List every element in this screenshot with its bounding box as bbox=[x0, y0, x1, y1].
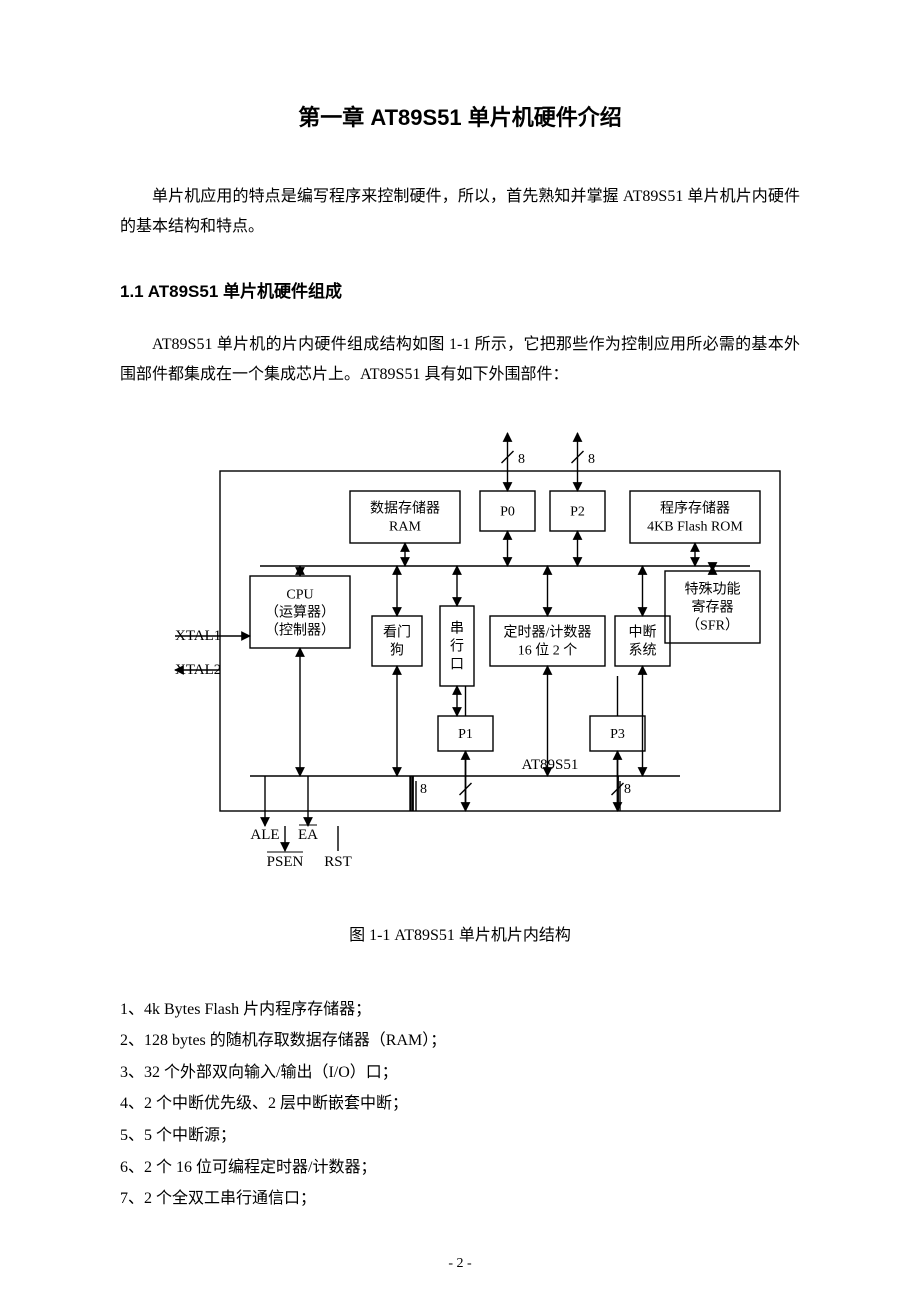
svg-text:数据存储器: 数据存储器 bbox=[370, 500, 440, 516]
page-number: - 2 - bbox=[0, 1256, 920, 1272]
figure-1-1-diagram: 数据存储器 RAM P0 P2 程序存储器 4KB Flash ROM CPU （运算器） （控… bbox=[120, 421, 800, 881]
svg-text:看门: 看门 bbox=[383, 624, 411, 640]
section-1-1-paragraph: AT89S51 单片机的片内硬件组成结构如图 1-1 所示，它把那些作为控制应用… bbox=[120, 330, 800, 391]
svg-text:P0: P0 bbox=[500, 504, 515, 519]
section-1-1-heading: 1.1 AT89S51 单片机硬件组成 bbox=[120, 277, 800, 302]
figure-1-1-caption: 图 1-1 AT89S51 单片机片内结构 bbox=[120, 921, 800, 945]
svg-text:（运算器）: （运算器） bbox=[265, 604, 335, 620]
feature-item: 5、5 个中断源； bbox=[120, 1121, 800, 1151]
feature-item: 3、32 个外部双向输入/输出（I/O）口； bbox=[120, 1058, 800, 1088]
svg-text:（SFR）: （SFR） bbox=[686, 617, 739, 633]
svg-text:XTAL1: XTAL1 bbox=[175, 628, 221, 644]
feature-item: 7、2 个全双工串行通信口； bbox=[120, 1184, 800, 1214]
svg-text:口: 口 bbox=[450, 657, 464, 672]
chapter-title: 第一章 AT89S51 单片机硬件介绍 bbox=[120, 100, 800, 132]
svg-text:行: 行 bbox=[450, 638, 464, 654]
svg-text:P1: P1 bbox=[458, 727, 473, 742]
svg-text:系统: 系统 bbox=[629, 642, 657, 658]
svg-text:16 位 2 个: 16 位 2 个 bbox=[518, 642, 578, 658]
svg-text:ALE: ALE bbox=[250, 827, 279, 843]
svg-text:寄存器: 寄存器 bbox=[692, 598, 734, 615]
svg-text:8: 8 bbox=[420, 782, 427, 797]
svg-text:RAM: RAM bbox=[389, 519, 421, 534]
svg-text:PSEN: PSEN bbox=[267, 854, 304, 870]
svg-text:8: 8 bbox=[624, 782, 631, 797]
feature-item: 2、128 bytes 的随机存取数据存储器（RAM）； bbox=[120, 1026, 800, 1056]
svg-text:中断: 中断 bbox=[629, 624, 657, 640]
svg-text:8: 8 bbox=[518, 452, 525, 467]
svg-text:P2: P2 bbox=[570, 504, 585, 519]
svg-text:（控制器）: （控制器） bbox=[265, 622, 335, 638]
feature-item: 1、4k Bytes Flash 片内程序存储器； bbox=[120, 995, 800, 1025]
svg-text:RST: RST bbox=[324, 854, 352, 870]
svg-text:4KB Flash ROM: 4KB Flash ROM bbox=[647, 519, 743, 534]
svg-text:定时器/计数器: 定时器/计数器 bbox=[504, 624, 592, 640]
feature-item: 6、2 个 16 位可编程定时器/计数器； bbox=[120, 1153, 800, 1183]
intro-paragraph: 单片机应用的特点是编写程序来控制硬件，所以，首先熟知并掌握 AT89S51 单片… bbox=[120, 182, 800, 243]
feature-item: 4、2 个中断优先级、2 层中断嵌套中断； bbox=[120, 1089, 800, 1119]
svg-text:串: 串 bbox=[450, 620, 464, 636]
svg-text:EA: EA bbox=[298, 827, 318, 843]
svg-text:XTAL2: XTAL2 bbox=[175, 662, 221, 678]
svg-text:CPU: CPU bbox=[286, 587, 313, 602]
svg-text:特殊功能: 特殊功能 bbox=[685, 581, 741, 597]
svg-text:8: 8 bbox=[588, 452, 595, 467]
svg-text:程序存储器: 程序存储器 bbox=[660, 500, 730, 516]
block-diagram-svg: 数据存储器 RAM P0 P2 程序存储器 4KB Flash ROM CPU （运算器） （控… bbox=[120, 421, 800, 881]
svg-text:狗: 狗 bbox=[390, 642, 404, 658]
svg-text:P3: P3 bbox=[610, 727, 625, 742]
feature-list: 1、4k Bytes Flash 片内程序存储器；2、128 bytes 的随机… bbox=[120, 995, 800, 1214]
svg-text:AT89S51: AT89S51 bbox=[522, 757, 579, 773]
